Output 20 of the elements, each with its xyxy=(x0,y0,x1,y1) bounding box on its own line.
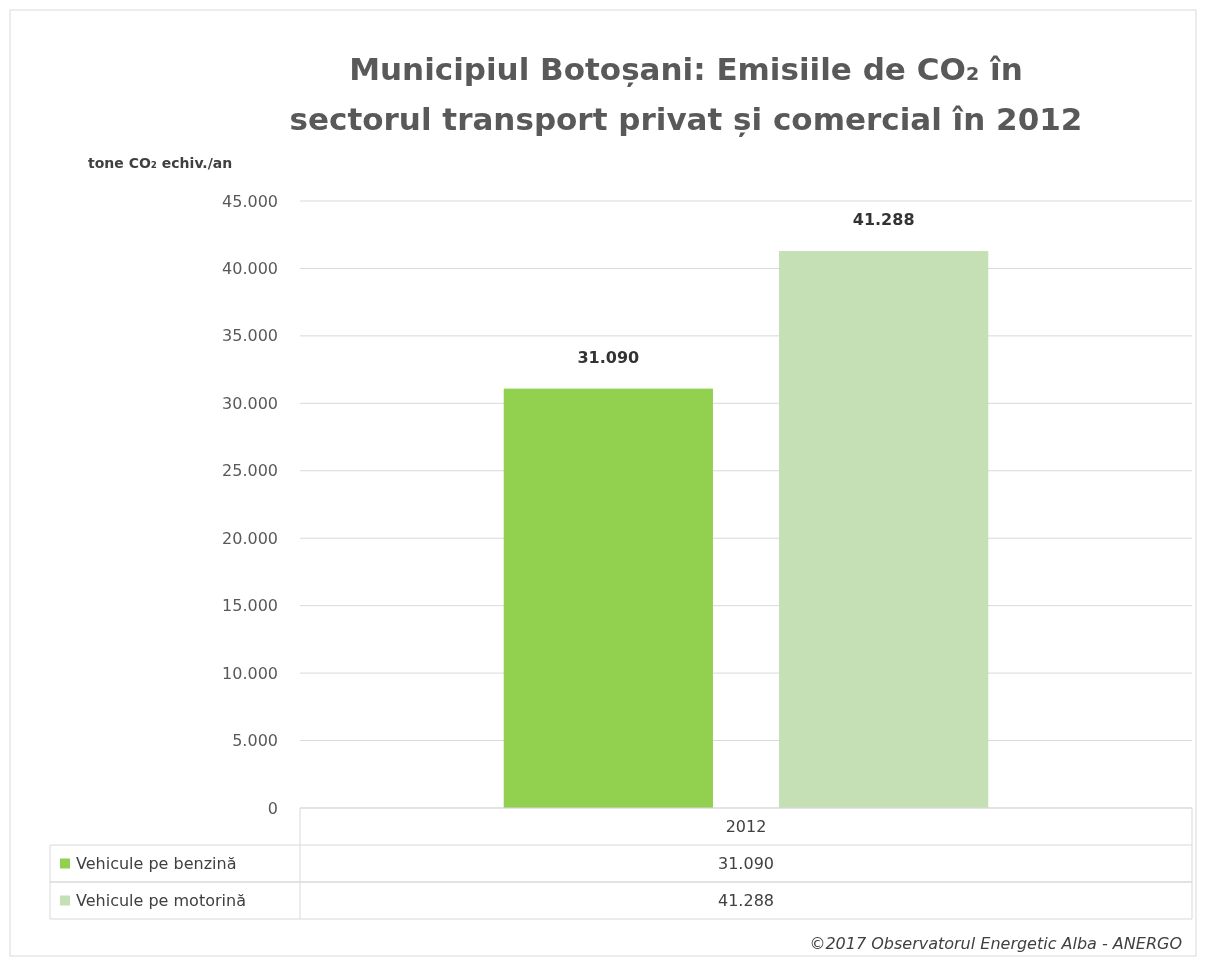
y-axis-title: tone CO₂ echiv./an xyxy=(88,155,233,171)
y-tick-label: 15.000 xyxy=(222,596,278,616)
y-tick-label: 45.000 xyxy=(222,191,278,211)
chart-title: Municipiul Botoșani: Emisiile de CO₂ în sectorul transport privat și comercial în 2012 xyxy=(289,51,1083,137)
x-tick-label: 2012 xyxy=(725,817,767,837)
legend-label: Vehicule pe benzină xyxy=(76,854,237,874)
y-tick-label: 25.000 xyxy=(222,461,278,481)
y-tick-label: 10.000 xyxy=(222,663,278,683)
data-label: 31.090 xyxy=(577,347,640,367)
y-tick-label: 5.000 xyxy=(232,731,278,751)
y-tick-label: 0 xyxy=(267,798,278,818)
data-label: 41.288 xyxy=(852,210,915,230)
y-tick-label: 40.000 xyxy=(222,259,278,279)
legend-label: Vehicule pe motorină xyxy=(76,891,246,911)
text: 41.288 xyxy=(718,891,774,911)
y-tick-label: 35.000 xyxy=(222,326,278,346)
y-tick-label: 30.000 xyxy=(222,393,278,413)
text: ©2017 Observatorul Energetic Alba - ANERGO xyxy=(809,934,1182,953)
y-tick-label: 20.000 xyxy=(222,528,278,548)
text: 31.090 xyxy=(718,854,774,874)
